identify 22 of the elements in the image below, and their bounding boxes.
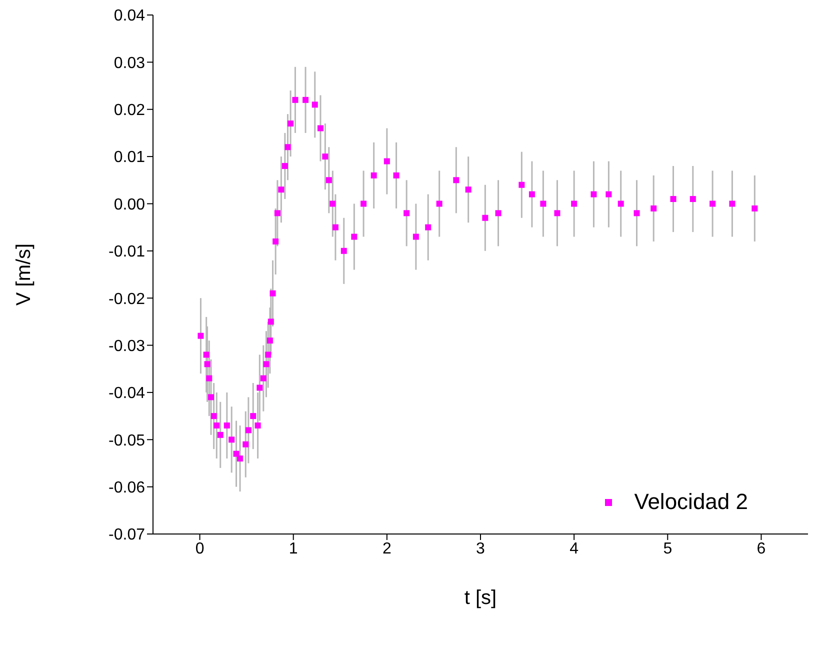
y-tick-label: 0.02 — [114, 102, 146, 120]
y-tick-label: -0.05 — [108, 432, 146, 450]
x-tick-label: 3 — [476, 540, 486, 558]
x-tick-label: 0 — [195, 540, 204, 558]
y-tick-label: -0.07 — [108, 526, 146, 544]
y-tick-label: -0.04 — [108, 385, 146, 402]
x-tick-label: 5 — [663, 540, 672, 558]
y-tick-label: -0.02 — [108, 290, 146, 308]
y-tick-label: -0.01 — [108, 244, 146, 261]
x-tick-label: 1 — [288, 540, 298, 558]
x-axis-title: t [s] — [464, 587, 497, 609]
y-tick-label: 0.01 — [114, 149, 146, 166]
y-tick-label: -0.03 — [108, 338, 146, 355]
legend-label: Velocidad 2 — [634, 489, 748, 515]
x-tick-label: 6 — [756, 540, 766, 558]
y-tick-label: 0.00 — [114, 196, 146, 214]
y-axis-title: V [m/s] — [13, 243, 36, 306]
y-tick-label: 0.04 — [114, 8, 146, 25]
x-tick-label: 4 — [570, 540, 579, 558]
y-tick-label: 0.03 — [114, 54, 146, 72]
y-tick-label: -0.06 — [108, 480, 146, 496]
x-tick-label: 2 — [382, 540, 392, 558]
